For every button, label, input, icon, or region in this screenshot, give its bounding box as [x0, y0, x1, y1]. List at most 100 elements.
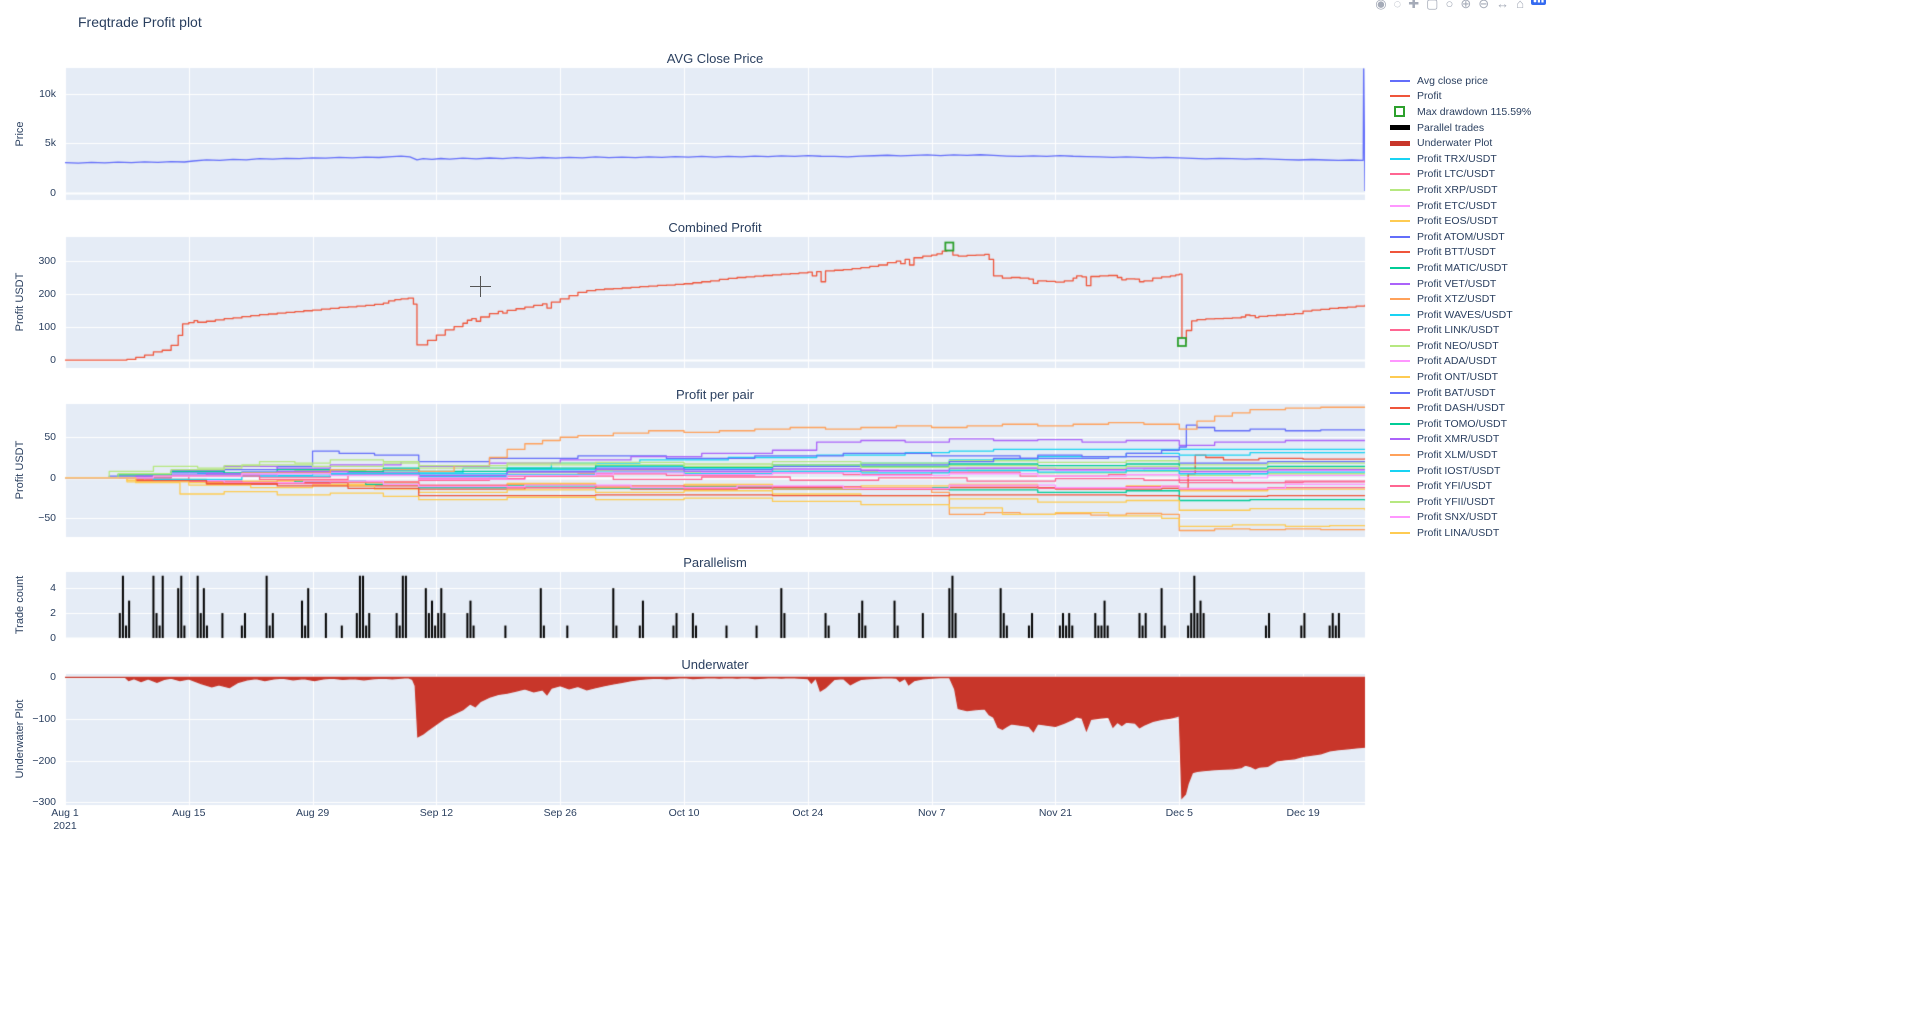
legend-item-profit-ada-usdt[interactable]: Profit ADA/USDT [1390, 354, 1531, 370]
legend-line-sample [1390, 251, 1410, 254]
y-tick-label: −100 [32, 712, 56, 725]
legend-item-underwater-plot[interactable]: Underwater Plot [1390, 135, 1531, 151]
legend-item-label: Profit EOS/USDT [1417, 215, 1499, 228]
legend-line-sample [1390, 391, 1410, 394]
legend-item-profit-yfi-usdt[interactable]: Profit YFI/USDT [1390, 478, 1531, 494]
x-tick-label: Aug 29 [295, 807, 330, 819]
y-axis-title-profit-usdt-pairs: Profit USDT [14, 440, 26, 500]
x-tick-label: Oct 10 [668, 807, 700, 819]
legend-line-sample [1390, 298, 1410, 301]
legend-item-profit-btt-usdt[interactable]: Profit BTT/USDT [1390, 245, 1531, 261]
subplot-title-underwater: Underwater [681, 657, 749, 672]
autoscale-icon[interactable]: ↔ [1496, 0, 1510, 11]
y-tick-label: −200 [32, 754, 56, 767]
y-tick-label: 2 [50, 607, 56, 620]
legend-item-profit-vet-usdt[interactable]: Profit VET/USDT [1390, 276, 1531, 292]
legend-line-sample [1390, 313, 1410, 316]
y-axis-title-underwater-plot: Underwater Plot [14, 699, 26, 779]
pan-icon[interactable]: ✚ [1408, 0, 1420, 11]
legend-item-profit-link-usdt[interactable]: Profit LINK/USDT [1390, 323, 1531, 339]
legend-item-profit[interactable]: Profit [1390, 89, 1531, 105]
legend-line-sample [1390, 407, 1410, 410]
legend-item-label: Profit VET/USDT [1417, 277, 1497, 290]
legend-item-label: Profit NEO/USDT [1417, 339, 1499, 352]
legend-item-parallel-trades[interactable]: Parallel trades [1390, 120, 1531, 136]
legend-line-sample [1390, 500, 1410, 503]
y-tick-label: −300 [32, 796, 56, 809]
reset-axes-icon[interactable]: ⌂ [1516, 0, 1524, 11]
lasso-icon[interactable]: ○ [1445, 0, 1454, 11]
y-tick-label: 50 [44, 431, 56, 444]
legend-item-label: Profit XMR/USDT [1417, 433, 1500, 446]
legend-item-profit-etc-usdt[interactable]: Profit ETC/USDT [1390, 198, 1531, 214]
plotly-logo-icon[interactable] [1531, 0, 1546, 10]
legend-item-profit-xrp-usdt[interactable]: Profit XRP/USDT [1390, 182, 1531, 198]
legend-line-sample [1390, 485, 1410, 488]
legend-line-sample [1390, 532, 1410, 535]
x-tick-label: Aug 15 [172, 807, 206, 819]
legend-item-max-drawdown-115-59-[interactable]: Max drawdown 115.59% [1390, 104, 1531, 120]
legend-item-profit-ont-usdt[interactable]: Profit ONT/USDT [1390, 369, 1531, 385]
y-tick-label: 0 [50, 354, 56, 367]
legend-line-sample [1390, 220, 1410, 223]
legend-line-sample [1390, 469, 1410, 472]
x-tick-label: Nov 7 [917, 807, 946, 819]
legend-item-profit-iost-usdt[interactable]: Profit IOST/USDT [1390, 463, 1531, 479]
camera-icon[interactable]: ◉ [1375, 0, 1387, 11]
legend-item-profit-yfii-usdt[interactable]: Profit YFII/USDT [1390, 494, 1531, 510]
legend-line-sample [1390, 266, 1410, 269]
legend-item-profit-dash-usdt[interactable]: Profit DASH/USDT [1390, 400, 1531, 416]
legend-item-label: Profit TRX/USDT [1417, 152, 1497, 165]
y-tick-label: 200 [38, 288, 56, 301]
legend-item-label: Profit ONT/USDT [1417, 371, 1499, 384]
legend-item-profit-xlm-usdt[interactable]: Profit XLM/USDT [1390, 447, 1531, 463]
subplot-title-parallelism: Parallelism [683, 555, 747, 570]
legend-item-label: Profit MATIC/USDT [1417, 261, 1508, 274]
legend-item-label: Profit YFII/USDT [1417, 495, 1495, 508]
legend-line-sample [1390, 125, 1410, 131]
legend-item-avg-close-price[interactable]: Avg close price [1390, 73, 1531, 89]
legend-item-label: Profit YFI/USDT [1417, 480, 1493, 493]
y-tick-label: 5k [44, 137, 56, 150]
legend-item-profit-atom-usdt[interactable]: Profit ATOM/USDT [1390, 229, 1531, 245]
legend-line-sample [1390, 454, 1410, 457]
legend-line-sample [1390, 282, 1410, 285]
legend-line-sample [1390, 329, 1410, 332]
box-select-icon[interactable]: ▢ [1426, 0, 1439, 11]
x-tick-label: Sep 26 [543, 807, 577, 819]
plotly-modebar: ◉ ◌ ✚ ▢ ○ ⊕ ⊖ ↔ ⌂ [1375, 0, 1546, 10]
legend-square-marker [1390, 106, 1410, 118]
legend-item-profit-trx-usdt[interactable]: Profit TRX/USDT [1390, 151, 1531, 167]
legend-item-profit-tomo-usdt[interactable]: Profit TOMO/USDT [1390, 416, 1531, 432]
x-tick-label: Dec 19 [1286, 807, 1320, 819]
subplot-title-combined-profit: Combined Profit [668, 220, 762, 235]
x-tick-year-label: 2021 [53, 820, 77, 832]
legend-item-profit-snx-usdt[interactable]: Profit SNX/USDT [1390, 510, 1531, 526]
legend-item-profit-xmr-usdt[interactable]: Profit XMR/USDT [1390, 432, 1531, 448]
legend-item-profit-matic-usdt[interactable]: Profit MATIC/USDT [1390, 260, 1531, 276]
legend-line-sample [1390, 344, 1410, 347]
legend-item-label: Profit SNX/USDT [1417, 511, 1498, 524]
zoom-in-icon[interactable]: ⊕ [1460, 0, 1472, 11]
zoom-out-icon[interactable]: ⊖ [1478, 0, 1490, 11]
legend-item-label: Profit XTZ/USDT [1417, 293, 1496, 306]
legend-item-profit-xtz-usdt[interactable]: Profit XTZ/USDT [1390, 291, 1531, 307]
legend-line-sample [1390, 422, 1410, 425]
legend-item-label: Profit LINK/USDT [1417, 324, 1500, 337]
legend-item-profit-lina-usdt[interactable]: Profit LINA/USDT [1390, 525, 1531, 541]
x-tick-label: Dec 5 [1165, 807, 1193, 819]
legend-item-profit-waves-usdt[interactable]: Profit WAVES/USDT [1390, 307, 1531, 323]
legend-item-profit-eos-usdt[interactable]: Profit EOS/USDT [1390, 213, 1531, 229]
y-tick-label: 0 [50, 187, 56, 200]
legend-item-profit-neo-usdt[interactable]: Profit NEO/USDT [1390, 338, 1531, 354]
y-tick-label: −50 [38, 512, 56, 525]
legend-item-label: Profit XLM/USDT [1417, 449, 1498, 462]
zoom-icon[interactable]: ◌ [1393, 0, 1402, 11]
legend-item-profit-ltc-usdt[interactable]: Profit LTC/USDT [1390, 167, 1531, 183]
legend-item-label: Underwater Plot [1417, 137, 1493, 150]
legend-line-sample [1390, 157, 1410, 160]
legend-item-label: Profit IOST/USDT [1417, 464, 1501, 477]
y-tick-label: 300 [38, 255, 56, 268]
legend-item-profit-bat-usdt[interactable]: Profit BAT/USDT [1390, 385, 1531, 401]
